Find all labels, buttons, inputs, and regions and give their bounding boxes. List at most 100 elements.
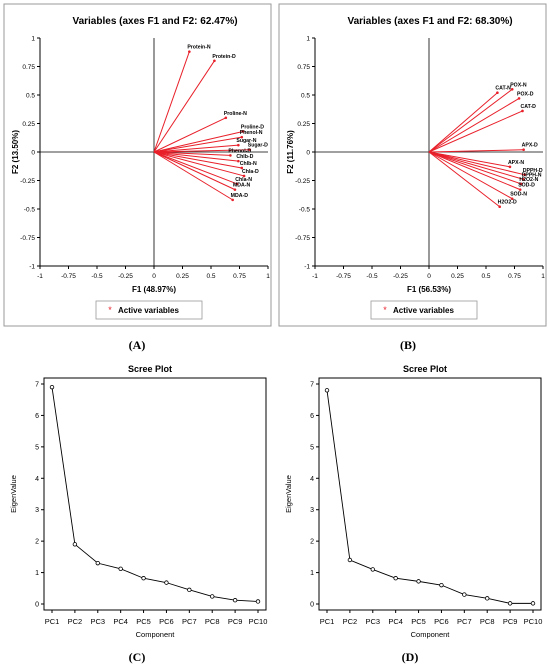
variable-vector [428, 110, 523, 153]
y-tick-label: 0 [306, 150, 310, 157]
variable-vector [428, 88, 513, 153]
variable-vector [153, 151, 245, 177]
variable-vector [153, 136, 242, 153]
biplot-b-chart: Variables (axes F1 and F2: 68.30%) -1 -0.7… [278, 3, 547, 327]
x-tick-label: PC9 [503, 617, 518, 626]
variable-point [517, 97, 521, 100]
x-tick-label: PC9 [228, 617, 243, 626]
y-tick-label: 0 [35, 602, 39, 609]
x-tick-label: PC5 [411, 617, 426, 626]
variable-label: MDA-N [233, 183, 251, 189]
variable-label: Chlb-D [236, 154, 253, 160]
scree-point [95, 560, 100, 566]
variable-point [508, 165, 512, 169]
variable-vector [153, 144, 239, 153]
variable-label: Proline-D [241, 124, 264, 130]
y-tick-label: 7 [35, 382, 39, 389]
variable-label: APX-D [522, 143, 538, 149]
scree-point [507, 601, 513, 606]
scree-point [462, 592, 467, 597]
scree-point [255, 599, 261, 604]
variable-label: POX-D [517, 91, 534, 97]
variable-point [240, 135, 244, 139]
y-tick-label: 5 [35, 444, 39, 451]
x-tick-label: PC6 [159, 617, 174, 626]
x-tick-label: -0.75 [61, 273, 76, 280]
variable-vector [428, 97, 520, 153]
variable-vector [153, 51, 190, 153]
scree-point [49, 384, 55, 390]
variable-vector [153, 151, 233, 201]
variable-label: H2O2-D [498, 200, 517, 206]
x-tick-label: -0.25 [118, 273, 133, 280]
variable-vector [428, 151, 521, 191]
variable-vector [428, 151, 500, 208]
x-tick-label: PC5 [136, 617, 151, 626]
x-tick-label: -1 [37, 273, 43, 280]
x-tick-label: 0 [152, 273, 156, 280]
scree-point [485, 596, 490, 601]
y-axis-label: F2 (13.50%) [11, 130, 20, 174]
variable-label: DPPH-N [522, 172, 542, 178]
x-tick-label: PC2 [343, 617, 358, 626]
variable-point [188, 50, 191, 53]
variable-point [242, 174, 246, 178]
scree-point [370, 567, 375, 572]
variable-label: Phenol-D [228, 148, 251, 154]
scree-point [118, 566, 123, 571]
x-tick-label: -0.5 [366, 273, 378, 280]
variable-label: DPPH-D [523, 168, 543, 174]
variable-point [213, 59, 216, 63]
y-tick-label: 2 [310, 539, 314, 546]
variable-label: POX-N [510, 82, 527, 88]
variable-vector [153, 151, 239, 162]
scree-line [51, 387, 259, 602]
chart-title: Variables (axes F1 and F2: 68.30%) [347, 16, 512, 27]
y-tick-label: 4 [310, 476, 314, 483]
legend-box [370, 300, 478, 320]
y-tick-label: 1 [306, 36, 310, 43]
x-tick-label: PC1 [320, 617, 335, 626]
variable-label: Sugar-D [248, 143, 268, 149]
plot-frame [43, 377, 267, 611]
variable-point [240, 166, 244, 170]
y-tick-label: 0.25 [297, 121, 310, 128]
legend-marker: * [108, 305, 112, 315]
x-tick-label: PC1 [45, 617, 60, 626]
variable-point [522, 148, 525, 152]
scree-c-chart: Scree Plot 0 1 2 3 4 5 6 7 PC1 PC2 PC3 PC4 PC5 PC6 PC7 P… [9, 364, 268, 639]
y-tick-label: 0.5 [301, 93, 310, 100]
y-tick-label: 7 [310, 382, 314, 389]
y-tick-label: 0.25 [22, 121, 35, 128]
biplot-a-chart: Variables (axes F1 and F2: 62.47%) -1 -0.7… [3, 3, 272, 327]
y-tick-label: 0.75 [22, 64, 35, 71]
legend-label: Active variables [118, 306, 179, 315]
y-axis-label: EigenValue [9, 475, 18, 513]
variable-label: SOD-N [510, 192, 527, 198]
x-axis-label: F1 (56.53%) [407, 285, 451, 294]
variable-vector [153, 130, 244, 153]
y-tick-label: 1 [35, 570, 39, 577]
scree-panel-c: Scree Plot 0 1 2 3 4 5 6 7 PC1 PC2 PC3 PC4 PC5 PC6 PC7 P… [0, 358, 275, 646]
variable-point [510, 197, 514, 201]
x-tick-label: PC8 [480, 617, 495, 626]
x-tick-label: PC4 [388, 617, 403, 626]
x-tick-label: PC2 [68, 617, 83, 626]
variable-point [520, 182, 523, 186]
scree-point [439, 582, 444, 588]
x-axis-label: Component [136, 630, 176, 639]
chart-title: Scree Plot [128, 364, 172, 374]
y-tick-label: 0.75 [297, 64, 310, 71]
x-tick-label: 0.5 [206, 273, 215, 280]
y-tick-label: 1 [31, 36, 35, 43]
biplot-panel-b: Variables (axes F1 and F2: 68.30%) -1 -0.7… [275, 0, 550, 330]
y-tick-label: 2 [35, 539, 39, 546]
variable-point [496, 91, 499, 95]
variable-vector [153, 117, 227, 153]
x-tick-label: PC10 [249, 617, 268, 626]
variable-label: Chla-N [235, 177, 252, 183]
variable-vector [428, 151, 525, 176]
variable-point [518, 188, 522, 191]
x-tick-label: -1 [312, 273, 318, 280]
variable-point [229, 154, 232, 157]
